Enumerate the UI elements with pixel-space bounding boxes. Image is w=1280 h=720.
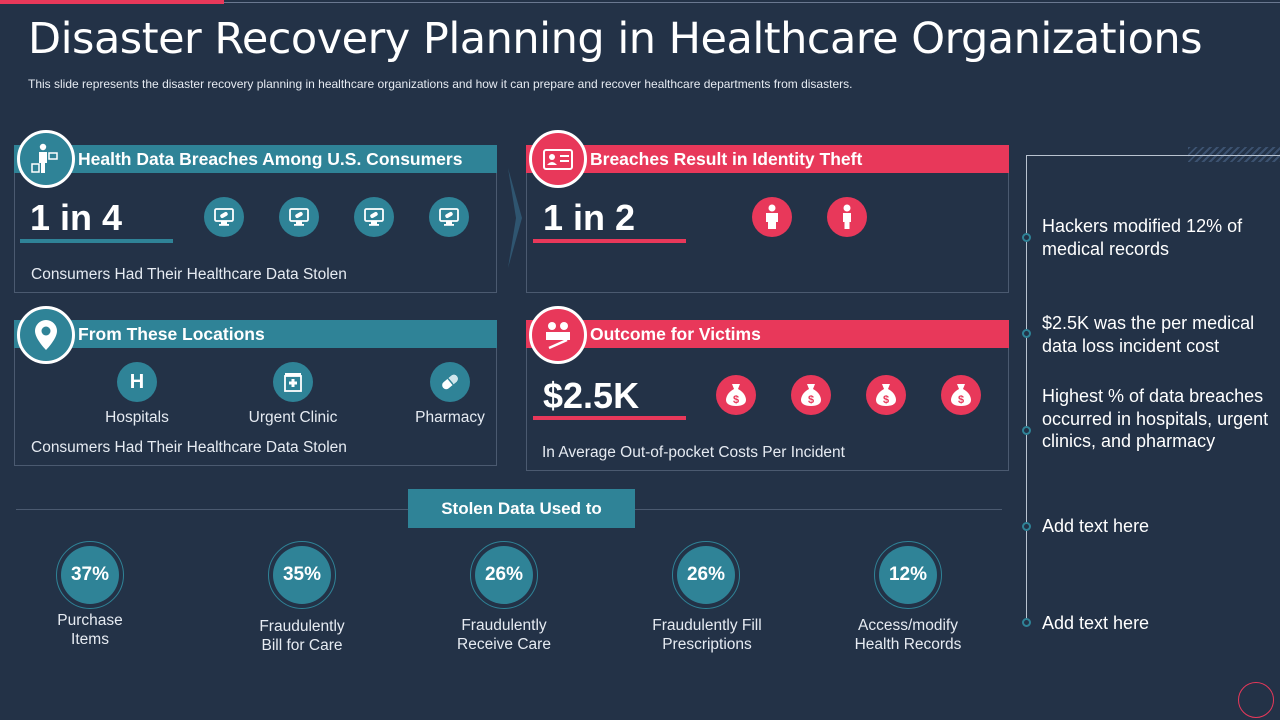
percent-ring: 26%: [672, 541, 740, 609]
timeline-item: Highest % of data breaches occurred in h…: [1042, 386, 1269, 451]
timeline-line: [1026, 155, 1027, 625]
monitor-pill-icon: [429, 197, 469, 237]
stolen-use-label: Access/modify Health Records: [823, 616, 993, 654]
percent-value: 12%: [879, 546, 937, 604]
timeline-dot: [1022, 618, 1031, 627]
hospital-letter: H: [129, 370, 145, 393]
stolen-use-label-line1: Access/modify: [858, 617, 958, 634]
timeline-dot: [1022, 522, 1031, 531]
money-bag-icon: $: [941, 375, 981, 415]
stolen-use-label: Fraudulently Fill Prescriptions: [622, 616, 792, 654]
victims-icon: [529, 306, 587, 364]
clinic-icon: [273, 362, 313, 402]
percent-value: 26%: [677, 546, 735, 604]
corner-circle-decoration: [1238, 682, 1274, 718]
percent-ring: 37%: [56, 541, 124, 609]
top-accent-bar: [0, 0, 224, 4]
location-pin-icon: [17, 306, 75, 364]
breaches-caption: Consumers Had Their Healthcare Data Stol…: [31, 266, 347, 283]
stolen-use-label-line2: Receive Care: [457, 636, 551, 653]
location-label-urgent-clinic: Urgent Clinic: [248, 409, 338, 426]
dollar-sign: $: [808, 394, 814, 406]
percent-ring: 35%: [268, 541, 336, 609]
timeline-item: Add text here: [1042, 516, 1150, 536]
stolen-use-label-line2: Items: [71, 631, 109, 648]
outcome-caption: In Average Out-of-pocket Costs Per Incid…: [542, 444, 845, 461]
percent-value: 37%: [61, 546, 119, 604]
timeline-item: Add text here: [1042, 613, 1150, 633]
identity-stat-underline: [533, 239, 686, 243]
outcome-stat-underline: [533, 416, 686, 420]
timeline-dot: [1022, 233, 1031, 242]
page-subtitle: This slide represents the disaster recov…: [28, 77, 853, 91]
percent-ring: 26%: [470, 541, 538, 609]
stolen-use-label-line2: Health Records: [854, 636, 962, 653]
hatch-decoration: [1188, 147, 1280, 162]
percent-value: 35%: [273, 546, 331, 604]
stolen-use-label-line1: Fraudulently: [259, 618, 345, 635]
timeline-top-rule: [1026, 155, 1280, 156]
locations-heading: From These Locations: [14, 320, 497, 348]
stolen-use-label-line1: Purchase: [57, 612, 123, 629]
person-icon: [752, 197, 792, 237]
stolen-use-label: Purchase Items: [5, 611, 175, 649]
stolen-use-label-line2: Prescriptions: [662, 636, 752, 653]
location-label-pharmacy: Pharmacy: [415, 409, 485, 426]
stolen-data-heading: Stolen Data Used to: [408, 489, 635, 528]
breaches-stat-underline: [20, 239, 173, 243]
timeline-dot: [1022, 329, 1031, 338]
breaches-stat: 1 in 4: [30, 197, 123, 238]
page-title: Disaster Recovery Planning in Healthcare…: [28, 14, 1203, 64]
stolen-use-label: Fraudulently Receive Care: [419, 616, 589, 654]
identity-stat: 1 in 2: [543, 197, 636, 238]
outcome-heading: Outcome for Victims: [526, 320, 1009, 348]
outcome-stat: $2.5K: [543, 375, 640, 416]
monitor-pill-icon: [354, 197, 394, 237]
locations-caption: Consumers Had Their Healthcare Data Stol…: [31, 439, 347, 456]
money-bag-icon: $: [791, 375, 831, 415]
dollar-sign: $: [958, 394, 964, 406]
stolen-use-label-line1: Fraudulently: [461, 617, 547, 634]
dollar-sign: $: [733, 394, 739, 406]
timeline-item: $2.5K was the per medical data loss inci…: [1042, 313, 1255, 356]
timeline-dot: [1022, 426, 1031, 435]
pill-icon: [430, 362, 470, 402]
stolen-use-label-line2: Bill for Care: [261, 637, 343, 654]
person-with-card-icon: [17, 130, 75, 188]
timeline-item: Hackers modified 12% of medical records: [1042, 216, 1243, 259]
monitor-pill-icon: [279, 197, 319, 237]
id-card-icon: [529, 130, 587, 188]
chevron-right-icon: [508, 168, 522, 268]
percent-value: 26%: [475, 546, 533, 604]
top-rule: [224, 2, 1280, 3]
percent-ring: 12%: [874, 541, 942, 609]
monitor-pill-icon: [204, 197, 244, 237]
hospital-icon: H: [117, 362, 157, 402]
stolen-use-label-line1: Fraudulently Fill: [652, 617, 762, 634]
person-icon: [827, 197, 867, 237]
stolen-use-label: Fraudulently Bill for Care: [217, 617, 387, 655]
location-label-hospitals: Hospitals: [105, 409, 169, 426]
identity-heading: Breaches Result in Identity Theft: [526, 145, 1009, 173]
dollar-sign: $: [883, 394, 889, 406]
money-bag-icon: $: [866, 375, 906, 415]
money-bag-icon: $: [716, 375, 756, 415]
breaches-heading: Health Data Breaches Among U.S. Consumer…: [14, 145, 497, 173]
